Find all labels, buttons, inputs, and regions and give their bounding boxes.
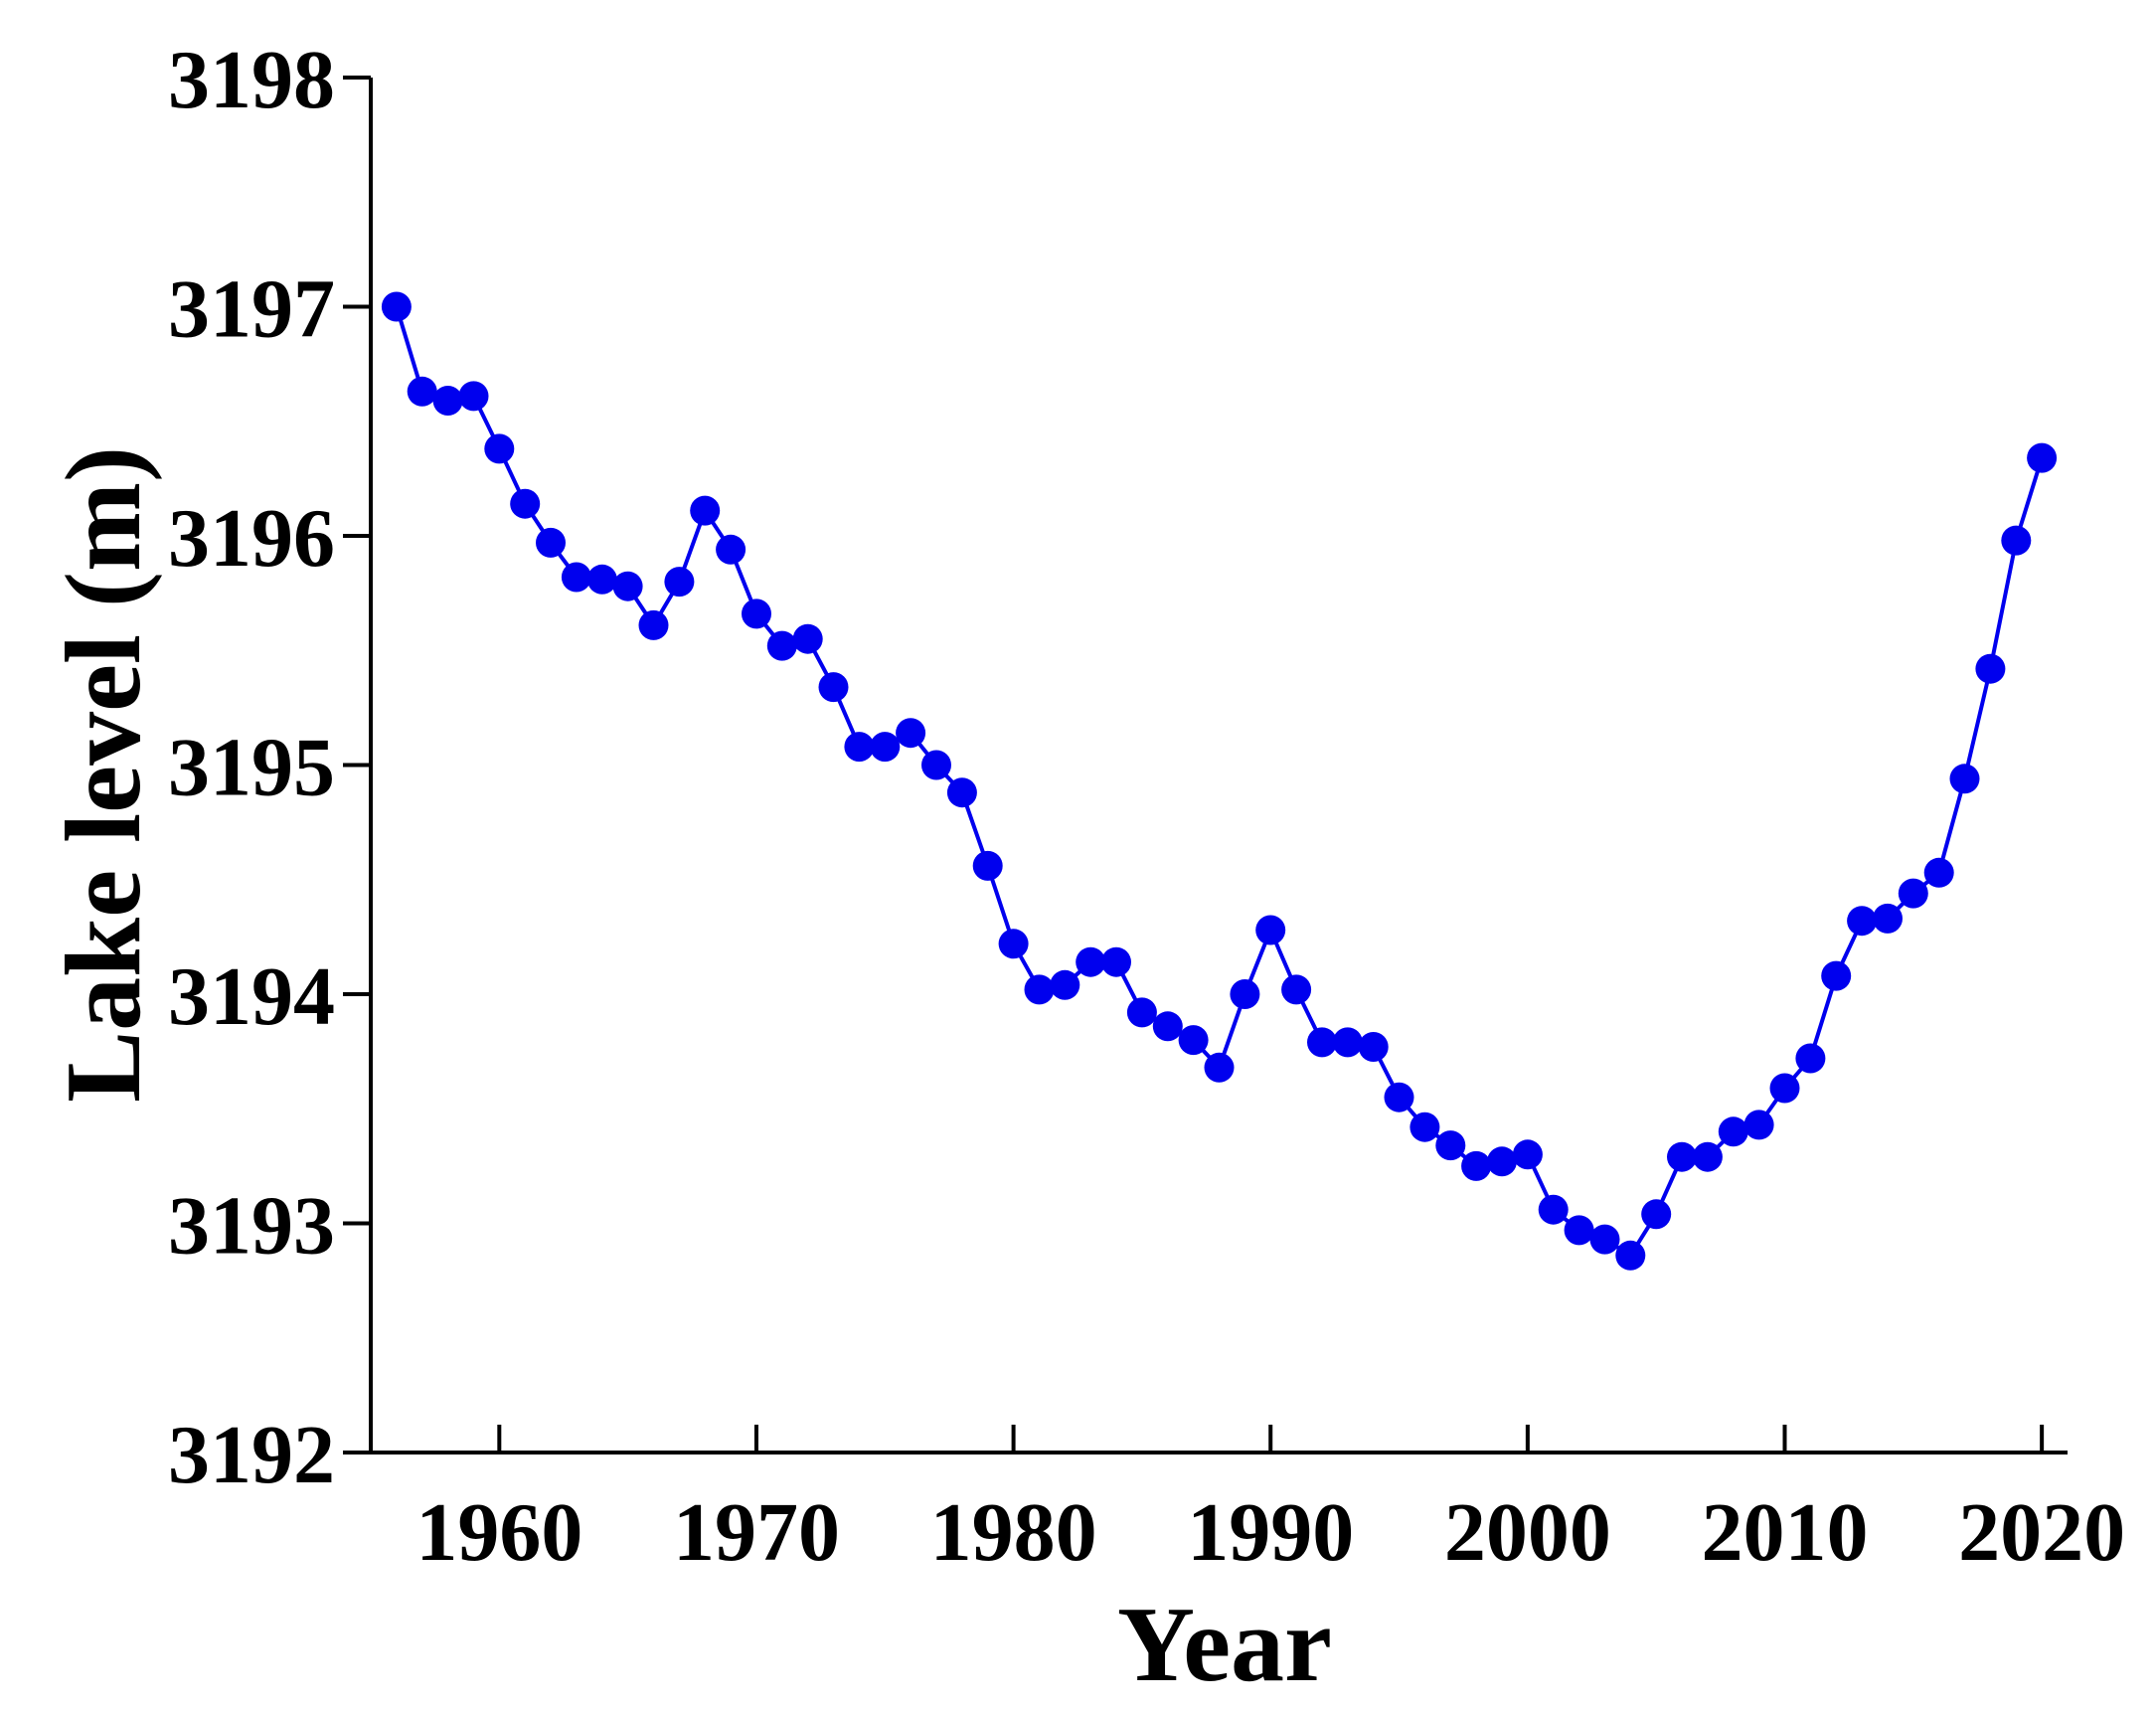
data-point: [1589, 1224, 1620, 1255]
x-axis-title: Year: [1117, 1586, 1332, 1704]
data-point: [792, 623, 823, 654]
data-point: [1923, 857, 1954, 888]
data-point: [458, 381, 489, 412]
y-tick-label: 3197: [168, 263, 335, 356]
data-point: [1564, 1215, 1594, 1246]
data-point: [381, 291, 412, 322]
data-point: [1024, 974, 1055, 1005]
data-point: [1101, 946, 1131, 977]
data-point: [484, 433, 515, 464]
data-point: [2027, 442, 2058, 473]
data-point: [1873, 903, 1903, 934]
data-point: [407, 376, 437, 407]
data-point: [1050, 969, 1080, 1000]
data-point: [1461, 1150, 1492, 1181]
y-tick-label: 3195: [168, 722, 335, 814]
data-point: [1435, 1130, 1466, 1161]
data-point: [1667, 1141, 1697, 1172]
data-point: [1821, 960, 1852, 991]
data-point: [561, 562, 591, 593]
x-tick-label: 1960: [415, 1486, 582, 1579]
data-point: [1076, 946, 1106, 977]
data-point: [536, 527, 566, 558]
data-point: [1384, 1082, 1414, 1112]
data-point: [1358, 1032, 1389, 1062]
data-point: [638, 609, 669, 640]
data-point: [1718, 1116, 1748, 1147]
y-axis: 3192 3193 3194 3195 3196 3197 3198: [168, 34, 373, 1501]
data-point: [921, 750, 951, 780]
y-tick-label: 3194: [168, 950, 335, 1043]
data-point: [1538, 1194, 1569, 1225]
x-tick-label: 1990: [1187, 1486, 1354, 1579]
data-point: [946, 777, 977, 808]
y-tick-label: 3198: [168, 34, 335, 126]
data-point: [432, 386, 463, 416]
data-point: [1487, 1146, 1517, 1177]
x-tick-label: 2010: [1702, 1486, 1869, 1579]
x-axis: 1960 1970 1980 1990 2000 2010 2020: [371, 1425, 2125, 1579]
data-point: [1204, 1052, 1235, 1083]
data-point: [1769, 1073, 1800, 1104]
data-point: [766, 630, 797, 661]
data-point: [1512, 1139, 1543, 1170]
data-point: [664, 567, 695, 598]
data-point: [1615, 1240, 1646, 1271]
data-point: [1847, 906, 1878, 937]
data-point: [1230, 979, 1260, 1009]
data-point: [1178, 1025, 1209, 1056]
data-point: [1641, 1199, 1672, 1230]
data-point: [1795, 1043, 1826, 1074]
data-point: [742, 599, 771, 629]
data-point: [818, 672, 849, 703]
data-point: [1949, 764, 1980, 794]
data-point: [998, 929, 1029, 959]
x-tick-label: 2000: [1444, 1486, 1611, 1579]
data-point: [896, 718, 926, 749]
y-tick-label: 3196: [168, 492, 335, 585]
data-point: [870, 732, 901, 763]
y-tick-label: 3193: [168, 1180, 335, 1273]
data-point: [1281, 974, 1312, 1005]
x-tick-label: 2020: [1958, 1486, 2125, 1579]
data-point: [1307, 1027, 1337, 1058]
data-point: [1692, 1141, 1723, 1172]
data-point: [510, 488, 541, 519]
x-tick-label: 1970: [673, 1486, 840, 1579]
data-point: [1410, 1112, 1440, 1142]
data-point: [1126, 997, 1157, 1028]
data-point: [2001, 525, 2032, 556]
y-axis-title: Lake level (m): [45, 446, 163, 1103]
data-point: [844, 732, 875, 763]
series-layer: [381, 291, 2058, 1271]
data-point: [1255, 915, 1286, 945]
data-point: [690, 495, 721, 526]
x-tick-label: 1980: [930, 1486, 1097, 1579]
data-point: [972, 850, 1003, 881]
data-point: [716, 534, 746, 565]
y-tick-label: 3192: [168, 1409, 335, 1501]
data-point: [1975, 653, 2006, 684]
data-point: [1152, 1011, 1183, 1042]
data-point: [1743, 1110, 1774, 1140]
data-point: [612, 571, 643, 601]
series-line: [394, 305, 2045, 1258]
data-point: [1898, 878, 1928, 909]
data-point: [1332, 1027, 1363, 1058]
data-point: [586, 564, 617, 595]
